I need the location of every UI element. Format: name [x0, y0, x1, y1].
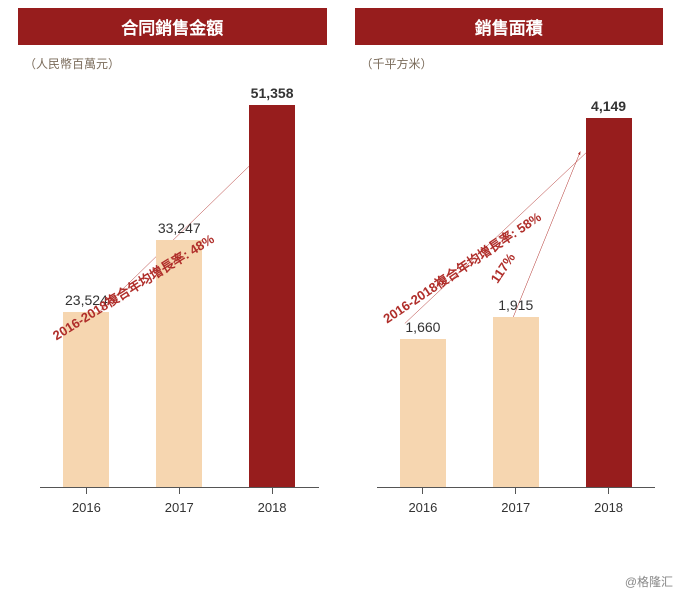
bar-value-label: 51,358: [251, 85, 294, 101]
bars-group: 1,660 1,915 4,149: [377, 78, 656, 487]
chart-unit: （千平方米）: [361, 55, 664, 72]
x-label: 2016: [408, 500, 437, 515]
chart-panel: 銷售面積（千平方米）1,6601,9154,1492016-2018複合年均增長…: [355, 8, 664, 528]
x-label: 2018: [594, 500, 623, 515]
bar: [586, 118, 632, 487]
chart-panel: 合同銷售金額（人民幣百萬元）23,52433,24751,3582016-201…: [18, 8, 327, 528]
bar: [63, 312, 109, 487]
bar-value-label: 1,915: [498, 297, 533, 313]
bar-wrap: 1,915: [470, 78, 562, 487]
bar: [249, 105, 295, 487]
bar-value-label: 1,660: [405, 319, 440, 335]
bar: [400, 339, 446, 487]
x-label: 2018: [258, 500, 287, 515]
x-tick: 2018: [226, 488, 318, 528]
x-label: 2016: [72, 500, 101, 515]
x-label: 2017: [501, 500, 530, 515]
x-tick: 2016: [40, 488, 132, 528]
chart-area: 23,52433,24751,3582016-2018複合年均增長率: 48%2…: [18, 78, 327, 528]
bar-value-label: 33,247: [158, 220, 201, 236]
bar-value-label: 4,149: [591, 98, 626, 114]
bar: [493, 317, 539, 487]
plot-area: 1,6601,9154,1492016-2018複合年均增長率: 58%117%: [377, 78, 656, 488]
bar-wrap: 4,149: [563, 78, 655, 487]
x-tick: 2018: [563, 488, 655, 528]
x-label: 2017: [165, 500, 194, 515]
watermark: @格隆汇: [625, 573, 673, 590]
chart-unit: （人民幣百萬元）: [24, 55, 327, 72]
x-tick: 2017: [470, 488, 562, 528]
x-tick: 2017: [133, 488, 225, 528]
x-tick: 2016: [377, 488, 469, 528]
chart-title: 合同銷售金額: [18, 8, 327, 45]
bars-group: 23,52433,24751,358: [40, 78, 319, 487]
plot-area: 23,52433,24751,3582016-2018複合年均增長率: 48%: [40, 78, 319, 488]
chart-area: 1,6601,9154,1492016-2018複合年均增長率: 58%117%…: [355, 78, 664, 528]
chart-title: 銷售面積: [355, 8, 664, 45]
x-axis: 2016 2017 2018: [40, 488, 319, 528]
bar-wrap: 51,358: [226, 78, 318, 487]
x-axis: 2016 2017 2018: [377, 488, 656, 528]
